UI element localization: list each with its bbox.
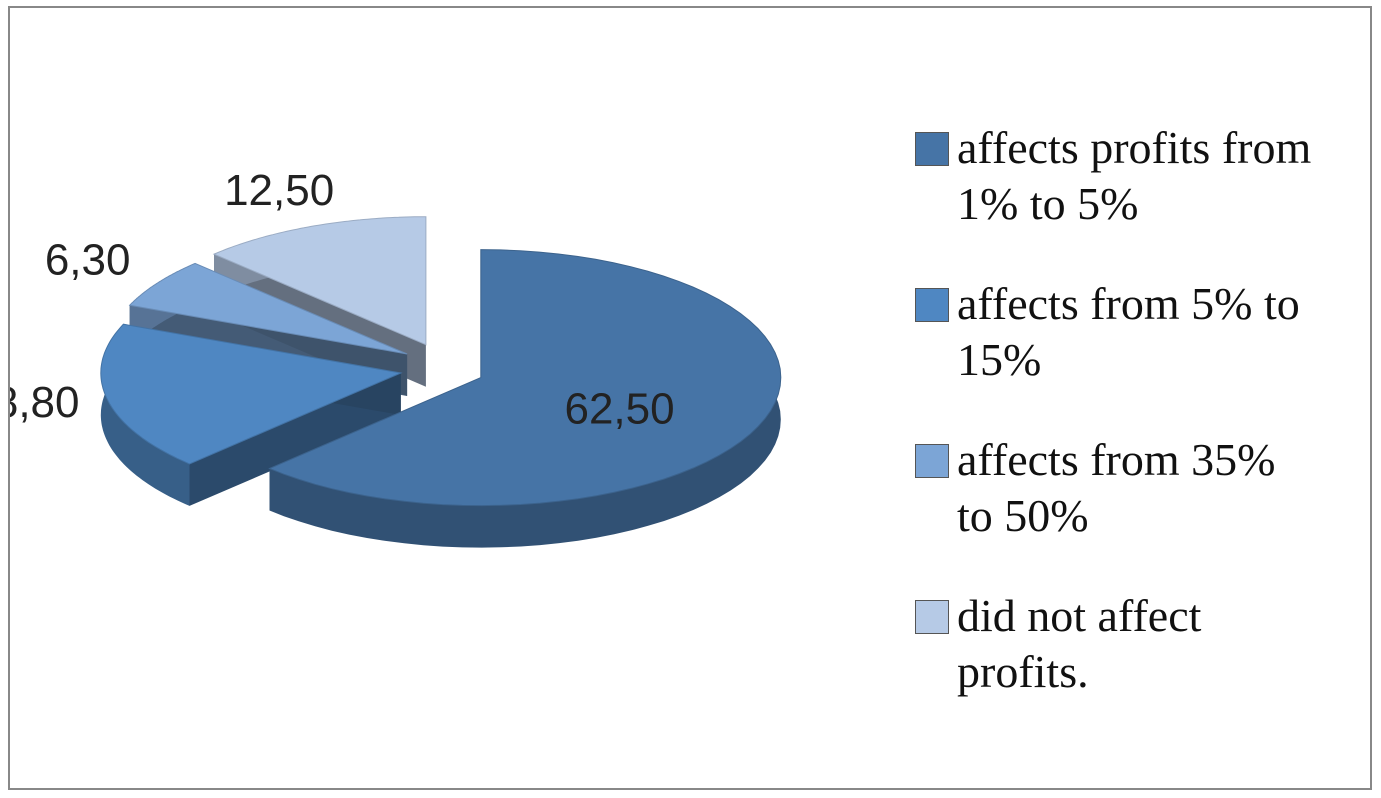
slice-top — [212, 216, 427, 346]
pie-slice — [268, 249, 782, 548]
chart: 62,50 18,80 6,30 12,50 — [10, 166, 782, 548]
slice-wall — [269, 249, 781, 548]
slice-top — [128, 262, 408, 355]
legend-swatch — [915, 132, 949, 166]
pie-slice — [100, 323, 403, 506]
legend: affects profits from 1% to 5% affects fro… — [915, 120, 1315, 744]
slice-top — [268, 249, 782, 507]
legend-item: did not affect profits. — [915, 588, 1315, 700]
slice-wall — [100, 324, 190, 506]
data-label: 18,80 — [10, 378, 79, 427]
slice-side — [189, 373, 401, 506]
legend-label: affects profits from 1% to 5% — [957, 122, 1312, 229]
legend-item: affects from 5% to 15% — [915, 276, 1315, 388]
legend-label: affects from 35% to 50% — [957, 434, 1276, 541]
legend-label: affects from 5% to 15% — [957, 278, 1300, 385]
legend-item: affects from 35% to 50% — [915, 432, 1315, 544]
slice-top — [100, 323, 403, 465]
legend-swatch — [915, 444, 949, 478]
data-label: 62,50 — [564, 385, 674, 434]
chart-frame: 62,50 18,80 6,30 12,50 affects profits from… — [8, 6, 1372, 790]
data-label: 6,30 — [45, 236, 131, 285]
data-label: 12,50 — [224, 166, 334, 215]
legend-label: did not affect profits. — [957, 590, 1202, 697]
legend-swatch — [915, 600, 949, 634]
legend-item: affects profits from 1% to 5% — [915, 120, 1315, 232]
legend-swatch — [915, 288, 949, 322]
